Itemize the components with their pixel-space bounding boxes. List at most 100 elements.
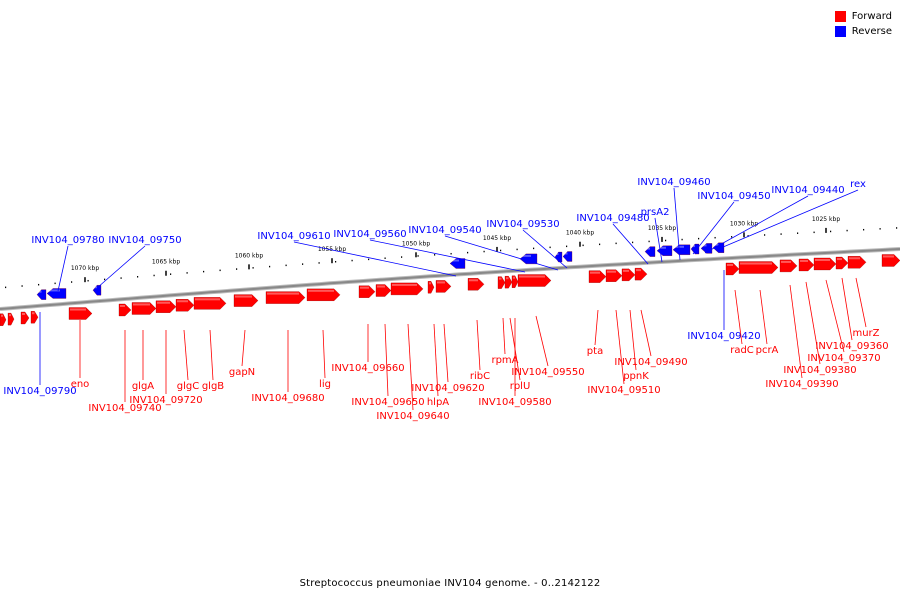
- forward-gene-label: INV104_09720: [129, 395, 202, 406]
- minor-tick: [401, 256, 403, 258]
- forward-gene-highlight: [590, 271, 600, 274]
- reverse-gene-highlight: [48, 289, 60, 292]
- forward-gene: [358, 285, 376, 298]
- forward-gene-label-leader: [805, 281, 821, 365]
- reverse-gene-label-leader: [612, 223, 649, 265]
- reverse-gene-label: prsA2: [641, 207, 670, 218]
- forward-gene-label-leader: [183, 329, 189, 381]
- scale-label: 1035 kbp: [648, 225, 676, 232]
- minor-tick: [335, 260, 337, 263]
- forward-gene: [118, 303, 132, 317]
- scale-label: 1065 kbp: [152, 259, 180, 266]
- minor-tick: [38, 283, 40, 286]
- minor-tick: [54, 282, 56, 285]
- forward-gene: [779, 259, 798, 273]
- minor-tick: [549, 246, 551, 249]
- minor-tick: [417, 255, 419, 257]
- minor-tick: [203, 270, 205, 273]
- minor-tick: [879, 228, 881, 230]
- reverse-gene-label-leader: [715, 189, 859, 251]
- forward-gene: [467, 278, 485, 291]
- reverse-gene: [449, 258, 466, 269]
- forward-gene-label: radC: [730, 345, 754, 356]
- forward-gene-label: murZ: [852, 328, 879, 339]
- forward-gene-highlight: [815, 258, 830, 261]
- forward-gene: [427, 281, 435, 294]
- forward-gene: [193, 297, 227, 310]
- forward-gene-label: hlpA: [427, 397, 449, 408]
- reverse-gene-label-leader: [522, 229, 568, 269]
- reverse-gene: [46, 288, 67, 299]
- legend-reverse: Reverse: [834, 24, 892, 39]
- forward-gene-label: INV104_09550: [511, 367, 584, 378]
- forward-gene-label: INV104_09620: [411, 383, 484, 394]
- reverse-gene-label-leader: [96, 245, 146, 289]
- forward-gene-highlight: [133, 303, 150, 306]
- forward-gene-highlight: [623, 269, 629, 272]
- minor-tick: [186, 272, 188, 274]
- minor-tick: [500, 249, 502, 252]
- reverse-gene-label: INV104_09480: [576, 213, 649, 224]
- minor-tick: [252, 267, 254, 269]
- forward-gene: [0, 313, 7, 326]
- minor-tick: [302, 263, 304, 265]
- scale-label: 1040 kbp: [566, 230, 594, 237]
- minor-tick: [450, 252, 452, 255]
- forward-gene: [131, 302, 157, 315]
- forward-gene-label: INV104_09640: [376, 411, 449, 422]
- forward-gene-highlight: [513, 276, 515, 279]
- reverse-gene-label-leader: [293, 241, 457, 277]
- reverse-gene-label: INV104_09560: [333, 229, 406, 240]
- forward-gene: [233, 294, 259, 307]
- minor-tick: [797, 232, 799, 234]
- forward-gene-highlight: [1, 314, 3, 317]
- minor-tick: [846, 229, 848, 232]
- forward-gene: [265, 291, 306, 304]
- minor-tick: [104, 278, 106, 281]
- forward-gene: [517, 274, 552, 287]
- forward-gene-label-leader: [734, 289, 743, 345]
- forward-gene-label-leader: [841, 277, 853, 341]
- forward-gene-label-leader: [209, 329, 214, 381]
- minor-tick: [219, 269, 221, 272]
- forward-gene-label-leader: [322, 329, 326, 379]
- minor-tick: [533, 247, 535, 250]
- forward-gene-highlight: [267, 292, 299, 295]
- minor-tick: [351, 259, 353, 262]
- forward-gene-label-leader: [789, 284, 803, 379]
- forward-gene-highlight: [70, 308, 86, 311]
- reverse-gene-label: INV104_09780: [31, 235, 104, 246]
- forward-gene-highlight: [377, 285, 385, 288]
- minor-tick: [731, 236, 733, 238]
- forward-gene-highlight: [781, 260, 791, 263]
- reverse-gene-label-leader: [369, 239, 526, 273]
- forward-gene-label-leader: [825, 279, 845, 353]
- forward-gene-label: INV104_09510: [587, 385, 660, 396]
- reverse-gene-highlight: [38, 290, 42, 293]
- forward-gene-highlight: [506, 277, 509, 280]
- reverse-gene-label-leader: [654, 217, 663, 263]
- reverse-gene-highlight: [94, 286, 97, 289]
- forward-gene-label-leader: [640, 309, 652, 357]
- reverse-gene-label-leader: [444, 235, 559, 271]
- reverse-gene-label: INV104_09440: [771, 185, 844, 196]
- minor-tick: [285, 264, 287, 267]
- legend: Forward Reverse: [834, 9, 892, 39]
- forward-gene-label: glgB: [202, 381, 224, 392]
- forward-gene: [798, 258, 815, 272]
- minor-tick: [714, 236, 716, 239]
- minor-tick: [566, 245, 568, 248]
- forward-gene: [634, 267, 648, 281]
- forward-gene: [847, 256, 867, 269]
- forward-gene: [30, 311, 39, 324]
- forward-gene: [588, 270, 607, 283]
- forward-gene-label: INV104_09380: [783, 365, 856, 376]
- forward-gene-label-leader: [594, 309, 599, 346]
- forward-gene-label-leader: [433, 323, 439, 397]
- forward-gene-highlight: [120, 304, 125, 307]
- forward-gene-label: INV104_09580: [478, 397, 551, 408]
- minor-tick: [71, 281, 73, 283]
- forward-gene: [511, 275, 519, 288]
- forward-gene-label: INV104_09360: [815, 341, 888, 352]
